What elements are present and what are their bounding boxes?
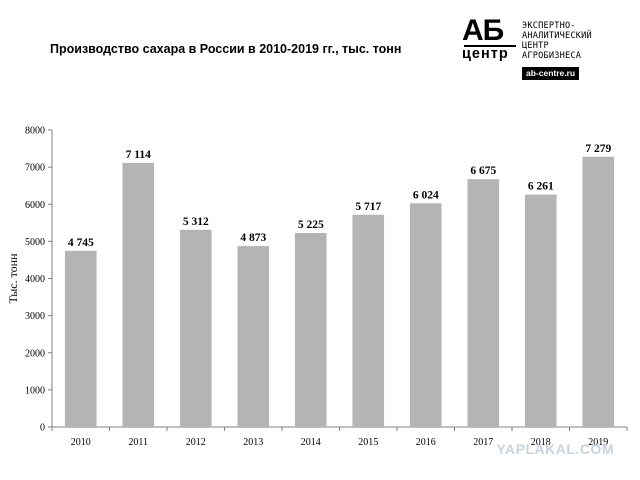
data-label: 4 745 [68,237,94,249]
bar [179,229,212,427]
y-tick-label: 7000 [25,163,45,174]
data-label: 6 675 [470,165,496,177]
logo-divider [464,45,516,47]
data-label: 4 873 [240,232,266,244]
watermark: YAPLAKAL.COM [496,441,614,457]
data-label: 6 024 [413,189,439,201]
logo-caption-line: АГРОБИЗНЕСА [522,51,582,61]
y-tick-label: 4000 [25,274,45,285]
y-tick-label: 1000 [25,385,45,396]
logo-url: ab-centre.ru [522,67,580,80]
logo-caption-line: АНАЛИТИЧЕСКИЙ [522,31,592,41]
x-tick-label: 2011 [128,437,148,448]
bar [237,246,270,427]
logo-caption: ЭКСПЕРТНО- АНАЛИТИЧЕСКИЙ ЦЕНТР АГРОБИЗНЕ… [522,21,592,61]
x-tick-label: 2019 [588,437,608,448]
x-tick-label: 2017 [473,437,493,448]
x-tick-label: 2010 [71,437,91,448]
bar [467,179,500,427]
y-tick-label: 6000 [25,200,45,211]
y-tick-label: 8000 [25,126,45,137]
chart-title: Производство сахара в России в 2010-2019… [50,42,402,56]
logo-caption-line: ЭКСПЕРТНО- [522,21,576,31]
x-tick-label: 2014 [301,437,321,448]
logo-word: центр [462,46,509,62]
bar [352,214,385,427]
y-tick-label: 3000 [25,311,45,322]
bar [409,203,442,427]
y-tick-label: 2000 [25,348,45,359]
logo-caption-line: ЦЕНТР [522,41,549,51]
bar [582,156,615,427]
x-tick-label: 2016 [416,437,436,448]
x-tick-label: 2015 [358,437,378,448]
bar [64,250,97,427]
x-tick-label: 2012 [186,437,206,448]
y-tick-label: 5000 [25,237,45,248]
data-label: 6 261 [528,181,554,193]
data-label: 7 114 [126,149,151,161]
bar [524,194,557,427]
bar [122,162,155,427]
logo-letters: АБ [462,14,504,47]
data-label: 5 225 [298,219,324,231]
data-label: 7 279 [585,143,611,155]
y-axis-label: Тыс. тонн [6,253,20,304]
data-label: 5 312 [183,216,209,228]
y-tick-label: 0 [40,423,45,434]
x-tick-label: 2018 [531,437,551,448]
x-tick-label: 2013 [243,437,263,448]
ab-centre-logo: АБ центр ЭКСПЕРТНО- АНАЛИТИЧЕСКИЙ ЦЕНТР … [460,16,630,82]
data-label: 5 717 [355,201,381,213]
bar [294,233,327,427]
